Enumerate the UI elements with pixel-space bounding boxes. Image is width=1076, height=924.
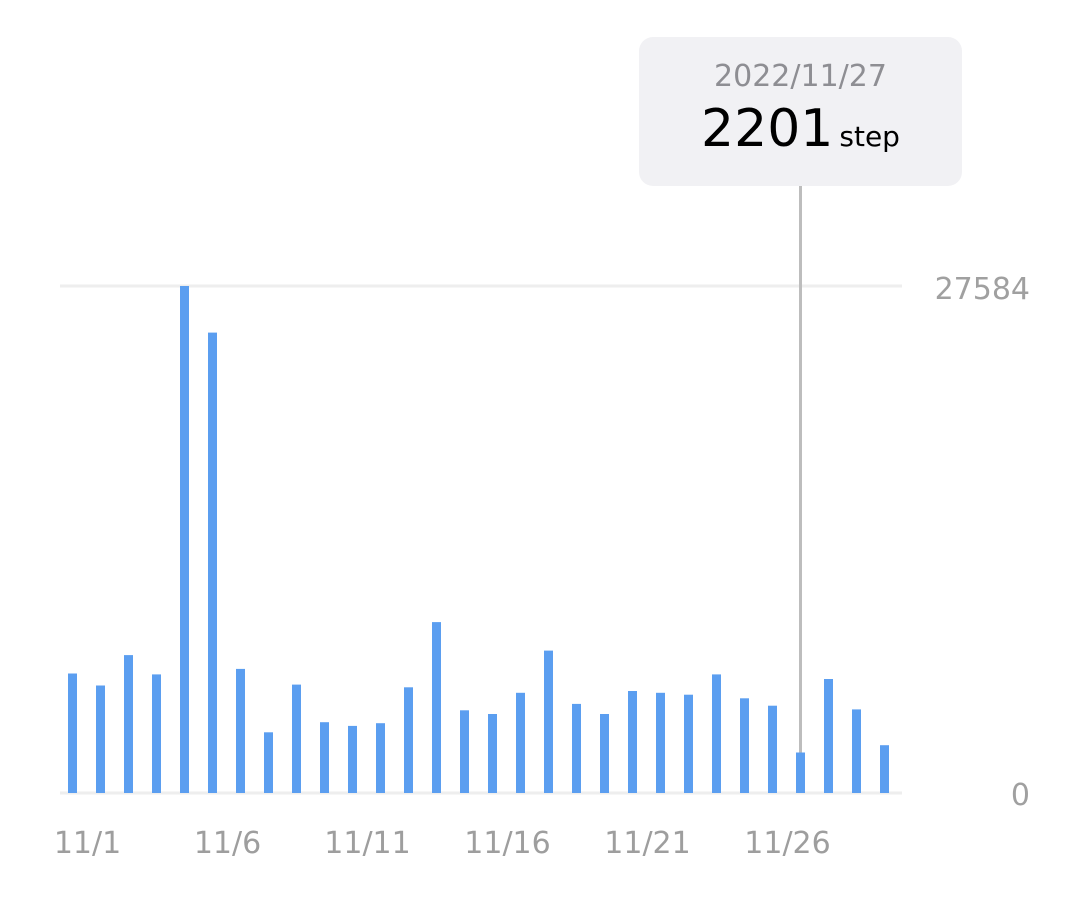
bar-11-27[interactable] xyxy=(796,752,805,794)
bars-group xyxy=(68,286,889,793)
x-tick-label: 11/26 xyxy=(744,826,830,861)
bar-11-26[interactable] xyxy=(768,705,777,793)
bar-11-19[interactable] xyxy=(572,703,581,793)
bar-11-15[interactable] xyxy=(460,710,469,793)
bar-11-25[interactable] xyxy=(740,698,749,793)
bar-11-5[interactable] xyxy=(180,286,189,793)
bar-11-9[interactable] xyxy=(292,684,301,793)
bar-11-30[interactable] xyxy=(880,745,889,793)
bar-11-18[interactable] xyxy=(544,650,553,793)
bar-11-3[interactable] xyxy=(124,655,133,793)
tooltip-step-value: 2201 xyxy=(701,99,834,159)
y-axis-ticks: 0 27584 xyxy=(935,272,1030,813)
bar-11-16[interactable] xyxy=(488,714,497,793)
bar-11-21[interactable] xyxy=(628,691,637,793)
tooltip-value-row: 2201 step xyxy=(639,99,962,159)
x-tick-label: 11/16 xyxy=(464,826,550,861)
bar-11-13[interactable] xyxy=(404,687,413,793)
bar-11-10[interactable] xyxy=(320,722,329,793)
y-tick-label: 0 xyxy=(1011,778,1030,813)
bar-11-4[interactable] xyxy=(152,674,161,793)
bar-11-12[interactable] xyxy=(376,723,385,793)
tooltip-step-unit: step xyxy=(839,120,900,153)
tooltip-date: 2022/11/27 xyxy=(714,59,887,94)
bar-11-7[interactable] xyxy=(236,668,245,793)
bar-11-11[interactable] xyxy=(348,725,357,793)
bar-11-6[interactable] xyxy=(208,332,217,793)
bar-11-1[interactable] xyxy=(68,673,77,794)
bar-11-23[interactable] xyxy=(684,694,693,793)
bar-11-29[interactable] xyxy=(852,709,861,793)
x-tick-label: 11/1 xyxy=(54,826,121,861)
bar-11-2[interactable] xyxy=(96,685,105,794)
x-tick-label: 11/6 xyxy=(194,826,261,861)
bar-11-28[interactable] xyxy=(824,679,833,793)
x-axis-ticks: 11/1 11/6 11/11 11/16 11/21 11/26 xyxy=(54,826,831,861)
bar-11-20[interactable] xyxy=(600,714,609,793)
bar-11-14[interactable] xyxy=(432,622,441,793)
y-tick-label: 27584 xyxy=(935,272,1030,307)
x-tick-label: 11/21 xyxy=(604,826,690,861)
bar-11-24[interactable] xyxy=(712,674,721,793)
bar-11-8[interactable] xyxy=(264,732,273,793)
bar-11-22[interactable] xyxy=(656,692,665,793)
x-tick-label: 11/11 xyxy=(324,826,410,861)
selected-day-tooltip: 2022/11/27 2201 step xyxy=(639,37,962,186)
bar-11-17[interactable] xyxy=(516,692,525,793)
